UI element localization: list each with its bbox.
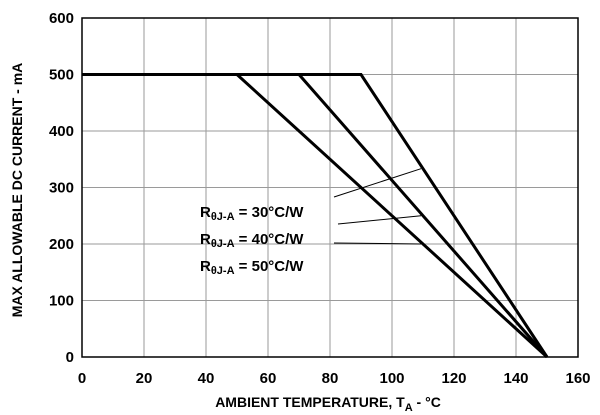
series-line-3 (82, 73, 549, 359)
x-tick-labels: 0 20 40 60 80 100 120 140 160 (78, 370, 591, 387)
series-line-2 (82, 73, 549, 358)
leader-line-3 (333, 242, 422, 245)
legend: RθJ-A = 30°C/W RθJ-A = 40°C/W RθJ-A = 50°C… (200, 204, 304, 277)
x-tick-label: 100 (379, 370, 404, 387)
y-tick-label: 500 (49, 67, 74, 84)
leader-line-1 (333, 168, 422, 198)
legend-leader-lines (333, 168, 422, 245)
y-tick-label: 0 (66, 349, 74, 366)
x-tick-label: 20 (136, 370, 153, 387)
leader-line-2 (337, 215, 422, 225)
x-tick-label: 60 (260, 370, 277, 387)
x-axis-title: AMBIENT TEMPERATURE, TA - °C (215, 394, 441, 414)
y-tick-labels: 0 100 200 300 400 500 600 (49, 10, 74, 366)
x-tick-label: 140 (503, 370, 528, 387)
y-tick-label: 200 (49, 236, 74, 253)
legend-label-3: RθJ-A = 50°C/W (200, 258, 304, 277)
x-tick-label: 0 (78, 370, 86, 387)
x-tick-label: 40 (198, 370, 215, 387)
x-tick-label: 80 (322, 370, 339, 387)
x-tick-label: 160 (565, 370, 590, 387)
legend-label-1: RθJ-A = 30°C/W (200, 204, 304, 223)
x-tick-label: 120 (441, 370, 466, 387)
y-axis-title: MAX ALLOWABLE DC CURRENT - mA (9, 63, 25, 318)
y-tick-label: 600 (49, 10, 74, 27)
series-lines (82, 73, 549, 359)
plot-frame (81, 17, 579, 358)
legend-label-2: RθJ-A = 40°C/W (200, 231, 304, 250)
y-tick-label: 300 (49, 180, 74, 197)
series-line-1 (82, 73, 549, 358)
y-tick-label: 100 (49, 293, 74, 310)
y-tick-label: 400 (49, 123, 74, 140)
